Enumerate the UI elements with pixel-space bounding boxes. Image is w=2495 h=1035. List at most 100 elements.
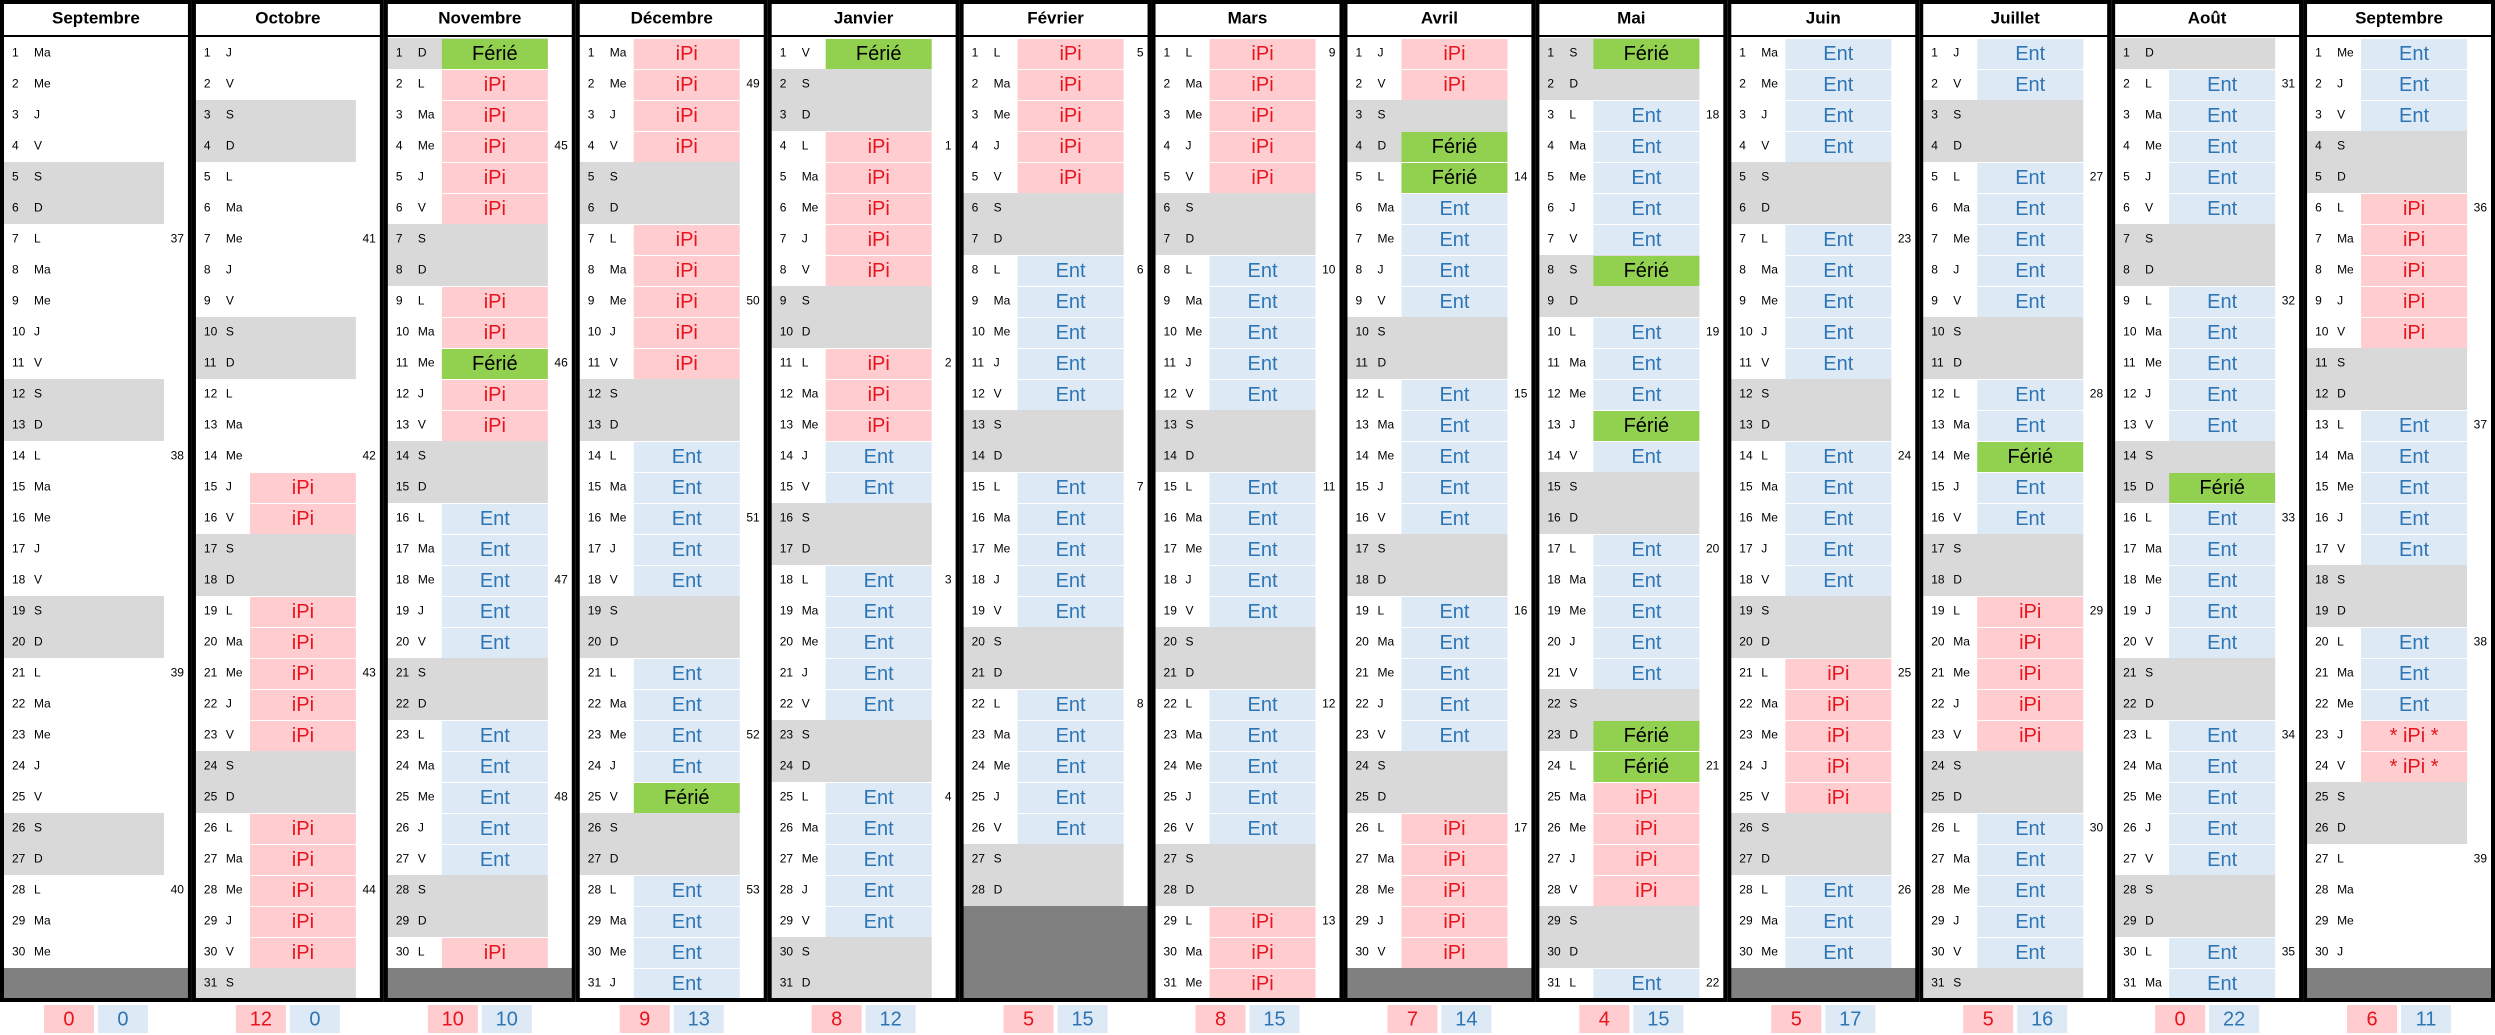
weekday: V <box>610 790 618 804</box>
weekday: V <box>802 480 810 494</box>
day-number: 1 <box>972 46 979 60</box>
day-number: 29 <box>780 914 794 928</box>
weekday: J <box>610 108 616 122</box>
day-number: 7 <box>1739 232 1746 246</box>
week-number: 11 <box>1323 480 1336 494</box>
month-name: Décembre <box>631 8 713 27</box>
weekday: Me <box>418 139 435 153</box>
tag-label: Ent <box>2207 632 2237 654</box>
week-number: 17 <box>1514 821 1528 835</box>
day-number: 31 <box>1547 976 1561 990</box>
tag-label: Ent <box>2015 508 2045 530</box>
tag-label: Ent <box>1248 260 1278 282</box>
tag-cell <box>2169 969 2276 999</box>
weekend-shade <box>195 100 356 131</box>
tag-label: Ent <box>1439 694 1469 716</box>
weekday: V <box>994 604 1002 618</box>
weekday: J <box>1953 697 1959 711</box>
day-number: 6 <box>1355 201 1362 215</box>
weekend-shade <box>1155 627 1316 658</box>
weekday: Ma <box>610 263 627 277</box>
day-number: 10 <box>780 325 794 339</box>
tag-cell <box>1017 318 1124 348</box>
tag-cell <box>1209 287 1316 317</box>
day-number: 9 <box>1547 294 1554 308</box>
weekday: V <box>1377 728 1385 742</box>
week-number: 48 <box>554 790 568 804</box>
count-value: 10 <box>442 1008 464 1030</box>
tag-label: iPi <box>484 105 506 127</box>
count-value: 12 <box>250 1008 272 1030</box>
weekday: L <box>418 294 425 308</box>
day-number: 24 <box>1355 759 1369 773</box>
tag-label: Ent <box>864 446 894 468</box>
day-number: 2 <box>204 77 211 91</box>
tag-cell <box>2361 39 2468 69</box>
tag-cell <box>1977 194 2084 224</box>
weekday: D <box>1186 666 1195 680</box>
day-number: 4 <box>972 139 979 153</box>
weekday: L <box>2145 294 2152 308</box>
weekday: S <box>994 852 1002 866</box>
weekday: V <box>1569 666 1577 680</box>
tag-cell <box>1593 132 1700 162</box>
day-number: 14 <box>780 449 794 463</box>
weekend-shade <box>2115 906 2276 937</box>
weekday: S <box>418 666 426 680</box>
weekend-shade <box>195 317 356 348</box>
day-number: 9 <box>972 294 979 308</box>
tag-label: Ent <box>672 477 702 499</box>
day-number: 25 <box>972 790 986 804</box>
tag-cell <box>2169 535 2276 565</box>
tag-cell <box>1017 39 1124 69</box>
day-number: 21 <box>12 666 26 680</box>
tag-cell <box>1977 907 2084 937</box>
weekend-shade <box>1347 565 1508 596</box>
tag-cell <box>2361 194 2468 224</box>
weekday: S <box>1953 542 1961 556</box>
weekday: S <box>1569 263 1577 277</box>
tag-label: iPi <box>1443 74 1465 96</box>
tag-cell <box>2169 132 2276 162</box>
tag-cell <box>2361 504 2468 534</box>
tag-cell <box>1593 442 1700 472</box>
weekday: Me <box>1761 294 1778 308</box>
tag-cell <box>2169 349 2276 379</box>
tag-label: iPi <box>2403 229 2425 251</box>
day-number: 24 <box>1164 759 1178 773</box>
tag-label: Ent <box>1631 105 1661 127</box>
tag-label: Ent <box>1439 198 1469 220</box>
tag-cell <box>1785 132 1892 162</box>
day-number: 29 <box>2315 914 2329 928</box>
day-number: 5 <box>204 170 211 184</box>
weekday: J <box>2337 511 2343 525</box>
day-number: 2 <box>1547 77 1554 91</box>
day-number: 25 <box>12 790 26 804</box>
count-value: 0 <box>309 1008 320 1030</box>
weekend-shade <box>387 658 548 689</box>
day-number: 10 <box>204 325 218 339</box>
tag-cell <box>825 690 932 720</box>
tag-cell <box>1401 597 1508 627</box>
weekday: S <box>994 201 1002 215</box>
tag-label: iPi <box>292 601 314 623</box>
tag-label: Ent <box>2015 291 2045 313</box>
day-number: 17 <box>780 542 794 556</box>
count-box <box>1441 1005 1492 1033</box>
day-number: 15 <box>588 480 602 494</box>
weekday: Ma <box>418 542 435 556</box>
day-number: 2 <box>2123 77 2130 91</box>
day-number: 21 <box>396 666 410 680</box>
day-number: 20 <box>588 635 602 649</box>
tag-label: Ent <box>1248 787 1278 809</box>
day-number: 1 <box>204 46 211 60</box>
weekday: Me <box>1186 325 1203 339</box>
day-number: 26 <box>1547 821 1561 835</box>
day-number: 21 <box>1739 666 1753 680</box>
day-number: 7 <box>12 232 19 246</box>
weekday: Ma <box>2145 325 2162 339</box>
week-number: 15 <box>1514 387 1528 401</box>
weekday: Me <box>418 790 435 804</box>
tag-label: Ent <box>1056 694 1086 716</box>
tag-cell <box>1017 814 1124 844</box>
